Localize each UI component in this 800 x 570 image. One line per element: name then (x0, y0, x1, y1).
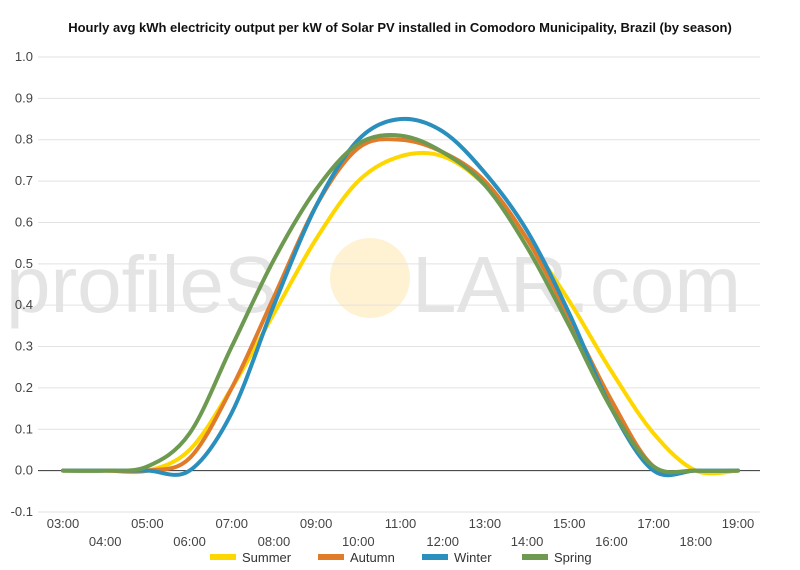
x-tick-label: 07:00 (215, 516, 248, 531)
x-tick-label: 05:00 (131, 516, 164, 531)
y-tick-label: 0.5 (15, 256, 33, 271)
x-tick-label: 08:00 (258, 534, 291, 549)
x-tick-label: 17:00 (637, 516, 670, 531)
x-tick-label: 03:00 (47, 516, 80, 531)
watermark-text: profileS (6, 240, 277, 329)
x-tick-label: 13:00 (469, 516, 502, 531)
legend-label: Autumn (350, 550, 395, 565)
x-tick-label: 15:00 (553, 516, 586, 531)
y-tick-label: 0.8 (15, 132, 33, 147)
grid (38, 56, 760, 513)
y-tick-label: 0.9 (15, 90, 33, 105)
y-tick-label: 0.4 (15, 297, 33, 312)
watermark-sun-icon (330, 238, 410, 318)
series-line-autumn (61, 137, 740, 475)
y-tick-label: -0.1 (11, 504, 33, 519)
x-axis: 03:00 04:00 05:00 06:00 07:00 08:00 09:00 10:00… (47, 516, 755, 549)
x-tick-label: 10:00 (342, 534, 375, 549)
legend-label: Spring (554, 550, 592, 565)
series-line-spring (61, 133, 740, 475)
x-tick-label: 19:00 (722, 516, 755, 531)
y-tick-label: 0.1 (15, 421, 33, 436)
x-tick-label: 18:00 (680, 534, 713, 549)
y-tick-label: 0.6 (15, 214, 33, 229)
y-tick-label: 0.7 (15, 173, 33, 188)
y-tick-label: 0.2 (15, 380, 33, 395)
legend-label: Summer (242, 550, 292, 565)
x-tick-label: 14:00 (511, 534, 544, 549)
legend-label: Winter (454, 550, 492, 565)
series-line-summer (61, 150, 740, 476)
x-tick-label: 11:00 (385, 516, 417, 531)
series (61, 116, 740, 478)
legend-swatch (210, 554, 236, 560)
x-tick-label: 09:00 (300, 516, 333, 531)
legend-swatch (522, 554, 548, 560)
legend-swatch (422, 554, 448, 560)
x-tick-label: 04:00 (89, 534, 122, 549)
y-tick-label: 0.3 (15, 339, 33, 354)
y-axis: -0.1 0.0 0.1 0.2 0.3 0.4 0.5 0.6 0.7 0.8 0.9 1.0 (11, 49, 33, 519)
x-tick-label: 12:00 (426, 534, 459, 549)
legend-swatch (318, 554, 344, 560)
x-tick-label: 16:00 (595, 534, 628, 549)
watermark: profileS LAR.com (6, 238, 741, 329)
chart-title: Hourly avg kWh electricity output per kW… (68, 20, 732, 35)
y-tick-label: 0.0 (15, 463, 33, 478)
y-tick-label: 1.0 (15, 49, 33, 64)
x-tick-label: 06:00 (173, 534, 206, 549)
legend: Summer Autumn Winter Spring (210, 550, 592, 565)
